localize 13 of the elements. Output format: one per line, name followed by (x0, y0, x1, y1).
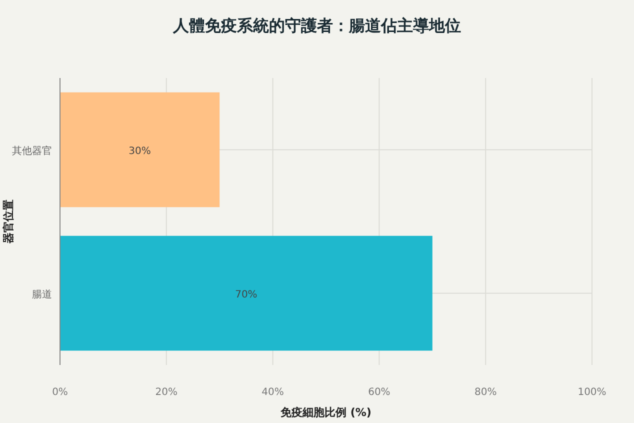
y-tick-label: 其他器官 (12, 144, 52, 157)
x-tick-label: 60% (368, 387, 390, 398)
x-tick-label: 100% (578, 387, 606, 398)
x-axis-title: 免疫細胞比例 (%) (280, 406, 372, 419)
chart-title: 人體免疫系統的守護者：腸道佔主導地位 (172, 16, 461, 35)
y-tick-label: 腸道 (32, 288, 52, 300)
x-tick-label: 0% (52, 387, 68, 398)
data-label: 30% (128, 146, 151, 157)
data-label: 70% (235, 289, 258, 300)
y-axis-title: 器官位置 (2, 200, 15, 244)
x-tick-label: 40% (262, 387, 284, 398)
x-tick-label: 80% (474, 387, 497, 398)
x-tick-label: 20% (155, 387, 178, 398)
